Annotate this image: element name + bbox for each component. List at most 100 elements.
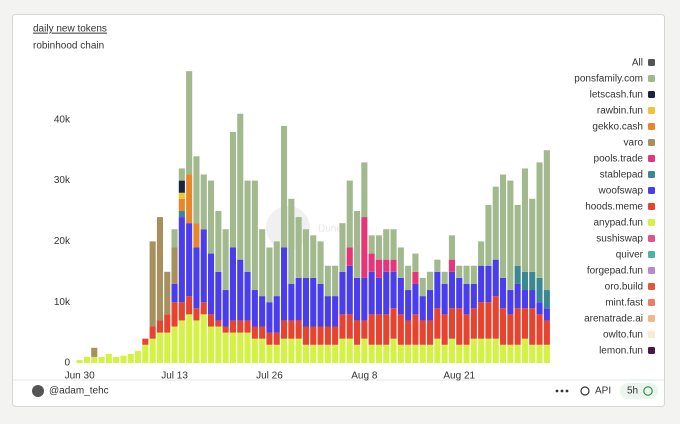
bar-segment (171, 229, 178, 248)
bar-segment (354, 344, 361, 363)
bar-segment (332, 344, 339, 363)
bar-segment (310, 326, 317, 345)
bar-segment (478, 338, 485, 363)
bar-segment (317, 283, 324, 327)
bar-segment (427, 290, 434, 321)
bar-segment (405, 290, 412, 321)
bar-segment (412, 314, 419, 345)
bar-segment (302, 277, 309, 327)
y-tick-label: 30k (54, 175, 71, 186)
legend-swatch (648, 107, 655, 114)
bar-segment (521, 290, 528, 309)
bar-segment (361, 277, 368, 321)
legend-label[interactable]: varo (624, 138, 644, 149)
bar-segment (288, 283, 295, 321)
legend-label[interactable]: lemon.fun (599, 346, 643, 357)
bar-segment (149, 338, 156, 363)
legend-label[interactable]: woofswap (598, 186, 644, 197)
chart-title[interactable]: daily new tokens (33, 24, 107, 35)
bar-segment (492, 296, 499, 339)
api-button[interactable]: API (595, 386, 611, 397)
bar-segment (514, 308, 521, 345)
bar-segment (521, 308, 528, 339)
bar-segment (536, 344, 543, 363)
bar-segment (178, 302, 185, 321)
bar-segment (397, 314, 404, 345)
legend-label[interactable]: oro.build (605, 282, 643, 293)
bar-segment (427, 344, 434, 363)
bar-segment (178, 198, 185, 211)
bar-segment (237, 259, 244, 321)
bar-segment (149, 326, 156, 339)
bar-segment (434, 271, 441, 309)
bar-segment (193, 247, 200, 309)
bar-segment (317, 326, 324, 345)
bar-segment (339, 271, 346, 315)
bar-segment (346, 180, 353, 248)
bar-segment (361, 162, 368, 218)
legend-label[interactable]: stablepad (600, 170, 643, 181)
dot (565, 389, 569, 393)
bar-segment (529, 344, 536, 363)
legend-label[interactable]: quiver (616, 250, 644, 261)
legend-label[interactable]: sushiswap (596, 234, 643, 245)
legend-label[interactable]: hoods.meme (585, 202, 643, 213)
bar-segment (244, 332, 251, 363)
dot (555, 389, 559, 393)
bar-segment (135, 350, 142, 363)
bar-segment (295, 320, 302, 339)
legend-swatch (648, 315, 655, 322)
bar-segment (514, 283, 521, 309)
bar-segment (288, 338, 295, 363)
bar-segment (536, 314, 543, 345)
legend-label[interactable]: owlto.fun (603, 330, 643, 341)
bar-segment (390, 229, 397, 260)
bar-segment (142, 338, 149, 345)
bar-segment (273, 332, 280, 345)
legend-label[interactable]: anypad.fun (594, 218, 644, 229)
bar-segment (397, 344, 404, 363)
more-menu[interactable] (555, 389, 569, 393)
bar-segment (178, 192, 185, 199)
bar-segment (76, 359, 83, 363)
author[interactable]: @adam_tehc (49, 386, 109, 397)
avatar[interactable] (32, 385, 44, 397)
legend-label[interactable]: pools.trade (594, 154, 644, 165)
bar-segment (193, 223, 200, 248)
bar-segment (259, 296, 266, 327)
bar-segment (441, 271, 448, 284)
bar-segment (273, 296, 280, 333)
bar-segment (324, 326, 331, 345)
bar-segment (339, 338, 346, 363)
bar-segment (281, 320, 288, 339)
bar-segment (324, 296, 331, 327)
bar-segment (186, 223, 193, 297)
bar-segment (514, 344, 521, 363)
legend-label[interactable]: gekko.cash (592, 122, 643, 133)
legend: All ponsfamily.com letscash.fun rawbin.fun g… (574, 58, 655, 357)
legend-label[interactable]: ponsfamily.com (574, 74, 643, 85)
bar-segment (354, 277, 361, 321)
legend-label[interactable]: forgepad.fun (587, 266, 643, 277)
bar-segment (470, 283, 477, 309)
legend-label[interactable]: mint.fast (605, 298, 643, 309)
bar-segment (368, 314, 375, 345)
bar-segment (383, 229, 390, 260)
x-tick-label: Jun 30 (65, 371, 95, 382)
bar-segment (200, 302, 207, 315)
bar-segment (514, 265, 521, 284)
bar-segment (259, 229, 266, 297)
legend-label[interactable]: letscash.fun (590, 90, 643, 101)
legend-label[interactable]: All (632, 58, 643, 69)
bar-segment (375, 277, 382, 315)
legend-swatch (648, 283, 655, 290)
bar-segment (485, 204, 492, 266)
bar-segment (375, 259, 382, 278)
legend-label[interactable]: arenatrade.ai (584, 314, 643, 325)
legend-swatch (648, 235, 655, 242)
legend-label[interactable]: rawbin.fun (597, 106, 643, 117)
legend-swatch (648, 187, 655, 194)
plot (76, 71, 550, 363)
bar-segment (441, 283, 448, 315)
